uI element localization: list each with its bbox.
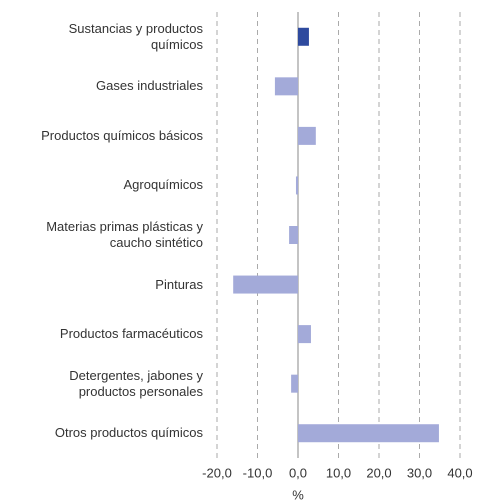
x-axis-label: % — [292, 487, 304, 502]
x-tick-label: 10,0 — [326, 465, 351, 480]
category-label: Pinturas — [155, 276, 203, 292]
x-tick-label: 30,0 — [407, 465, 432, 480]
category-label: Agroquímicos — [123, 177, 203, 193]
bar — [298, 424, 439, 443]
x-tick-label: -10,0 — [243, 465, 273, 480]
x-tick-label: -20,0 — [202, 465, 232, 480]
bar — [289, 226, 298, 244]
category-label: Productos químicos básicos — [41, 127, 203, 143]
category-label: Sustancias y productos químicos — [68, 20, 203, 52]
x-tick-label: 20,0 — [366, 465, 391, 480]
bar — [298, 126, 316, 145]
bar — [233, 275, 298, 294]
category-label: Materias primas plásticas y caucho sinté… — [46, 219, 203, 250]
bar — [298, 325, 311, 344]
x-tick-label: 40,0 — [447, 465, 472, 480]
bar — [295, 176, 298, 195]
bar — [274, 77, 298, 96]
bar — [298, 27, 309, 46]
x-tick-label: 0,0 — [289, 465, 307, 480]
category-label: Gases industriales — [96, 78, 203, 94]
category-label: Otros productos químicos — [54, 425, 203, 441]
category-label: Productos farmacéuticos — [59, 326, 203, 342]
category-label: Detergentes, jabones y productos persona… — [69, 367, 203, 399]
bar — [291, 374, 298, 393]
